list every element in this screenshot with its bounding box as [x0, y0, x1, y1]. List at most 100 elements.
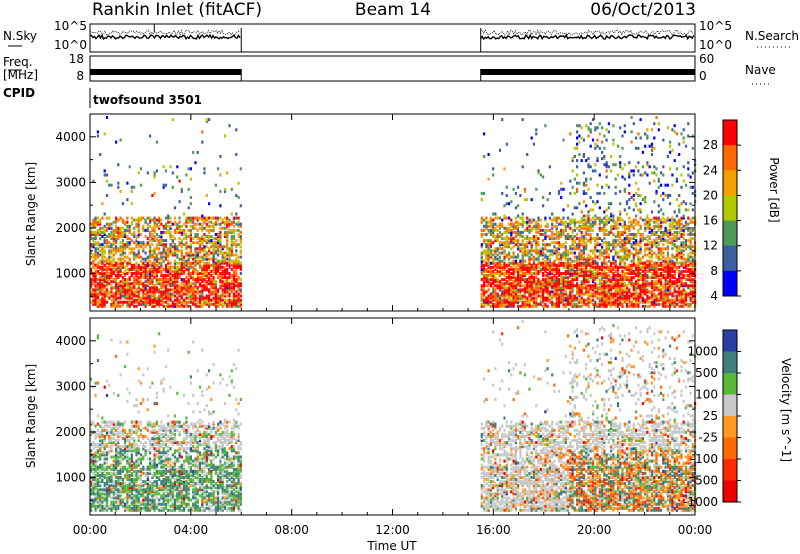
heatmap-cell	[653, 233, 656, 236]
heatmap-cell	[208, 280, 211, 284]
heatmap-cell	[110, 249, 113, 253]
heatmap-cell	[560, 181, 563, 185]
station-title: Rankin Inlet (fitACF)	[92, 0, 262, 20]
heatmap-cell	[678, 294, 681, 298]
heatmap-cell	[657, 261, 660, 265]
heatmap-cell	[501, 267, 504, 271]
heatmap-cell	[569, 282, 572, 286]
heatmap-cell	[532, 257, 536, 261]
heatmap-cell	[155, 237, 158, 241]
heatmap-cell	[194, 263, 197, 267]
heatmap-cell	[596, 235, 599, 238]
heatmap-cell	[185, 259, 188, 263]
heatmap-cell	[96, 265, 99, 269]
heatmap-cell	[151, 243, 154, 247]
heatmap-cell	[121, 280, 124, 284]
heatmap-cell	[532, 272, 536, 275]
heatmap-cell	[621, 146, 624, 150]
heatmap-cell	[544, 290, 547, 294]
heatmap-cell	[519, 263, 522, 267]
heatmap-cell	[133, 280, 136, 284]
heatmap-cell	[96, 130, 99, 134]
heatmap-cell	[519, 284, 522, 288]
heatmap-cell	[576, 290, 579, 294]
heatmap-cell	[603, 259, 606, 263]
heatmap-cell	[144, 276, 147, 280]
heatmap-cell	[625, 288, 629, 292]
heatmap-cell	[130, 292, 133, 296]
heatmap-cell	[551, 286, 554, 290]
heatmap-cell	[135, 274, 138, 277]
heatmap-cell	[501, 263, 504, 267]
heatmap-cell	[637, 304, 640, 308]
heatmap-cell	[185, 220, 188, 224]
heatmap-cell	[644, 132, 647, 136]
heatmap-cell	[616, 276, 620, 280]
heatmap-cell	[650, 282, 654, 286]
heatmap-cell	[489, 230, 492, 234]
heatmap-cell	[535, 247, 538, 251]
heatmap-cell	[523, 274, 526, 277]
heatmap-cell	[137, 298, 140, 302]
heatmap-cell	[196, 228, 199, 232]
heatmap-cell	[483, 191, 486, 195]
heatmap-cell	[630, 169, 633, 173]
heatmap-cell	[578, 290, 581, 294]
heatmap-cell	[494, 304, 497, 308]
heatmap-cell	[596, 304, 599, 308]
heatmap-cell	[666, 267, 669, 271]
heatmap-cell	[669, 263, 672, 267]
heatmap-cell	[117, 296, 120, 300]
heatmap-cell	[585, 220, 588, 224]
heatmap-cell	[137, 294, 140, 298]
heatmap-cell	[149, 239, 152, 243]
heatmap-cell	[571, 280, 574, 284]
heatmap-cell	[596, 296, 599, 300]
heatmap-cell	[99, 237, 102, 241]
heatmap-cell	[673, 298, 676, 302]
heatmap-cell	[630, 294, 633, 298]
heatmap-cell	[230, 239, 233, 243]
heatmap-cell	[514, 261, 517, 265]
heatmap-cell	[605, 278, 608, 282]
heatmap-cell	[589, 241, 592, 245]
heatmap-cell	[528, 241, 531, 245]
heatmap-cell	[115, 290, 118, 294]
heatmap-cell	[208, 247, 211, 251]
heatmap-cell	[673, 294, 676, 298]
heatmap-cell	[173, 278, 177, 282]
heatmap-cell	[535, 302, 538, 306]
heatmap-cell	[155, 302, 158, 306]
heatmap-cell	[576, 142, 579, 146]
heatmap-cell	[219, 222, 222, 226]
heatmap-cell	[198, 298, 202, 302]
heatmap-cell	[616, 144, 620, 148]
heatmap-cell	[101, 251, 104, 255]
heatmap-cell	[601, 228, 604, 232]
cpid-value: twofsound 3501	[93, 93, 202, 107]
heatmap-cell	[573, 155, 576, 158]
heatmap-cell	[678, 300, 681, 304]
heatmap-cell	[612, 276, 615, 280]
heatmap-cell	[644, 272, 647, 275]
heatmap-cell	[153, 296, 156, 300]
heatmap-cell	[151, 228, 154, 232]
heatmap-cell	[551, 235, 554, 238]
heatmap-cell	[519, 282, 522, 286]
heatmap-cell	[555, 224, 558, 228]
heatmap-cell	[196, 241, 199, 245]
heatmap-cell	[655, 191, 658, 195]
heatmap-cell	[137, 284, 140, 288]
heatmap-cell	[239, 245, 242, 249]
heatmap-cell	[603, 155, 606, 158]
heatmap-cell	[508, 290, 511, 294]
heatmap-cell	[212, 278, 215, 282]
heatmap-cell	[149, 300, 152, 304]
heatmap-cell	[580, 243, 583, 247]
heatmap-cell	[557, 243, 561, 247]
heatmap-cell	[603, 272, 606, 275]
heatmap-cell	[666, 265, 669, 269]
heatmap-cell	[124, 265, 127, 269]
heatmap-cell	[198, 296, 202, 300]
freq-tick-bottom: 8	[76, 69, 84, 83]
